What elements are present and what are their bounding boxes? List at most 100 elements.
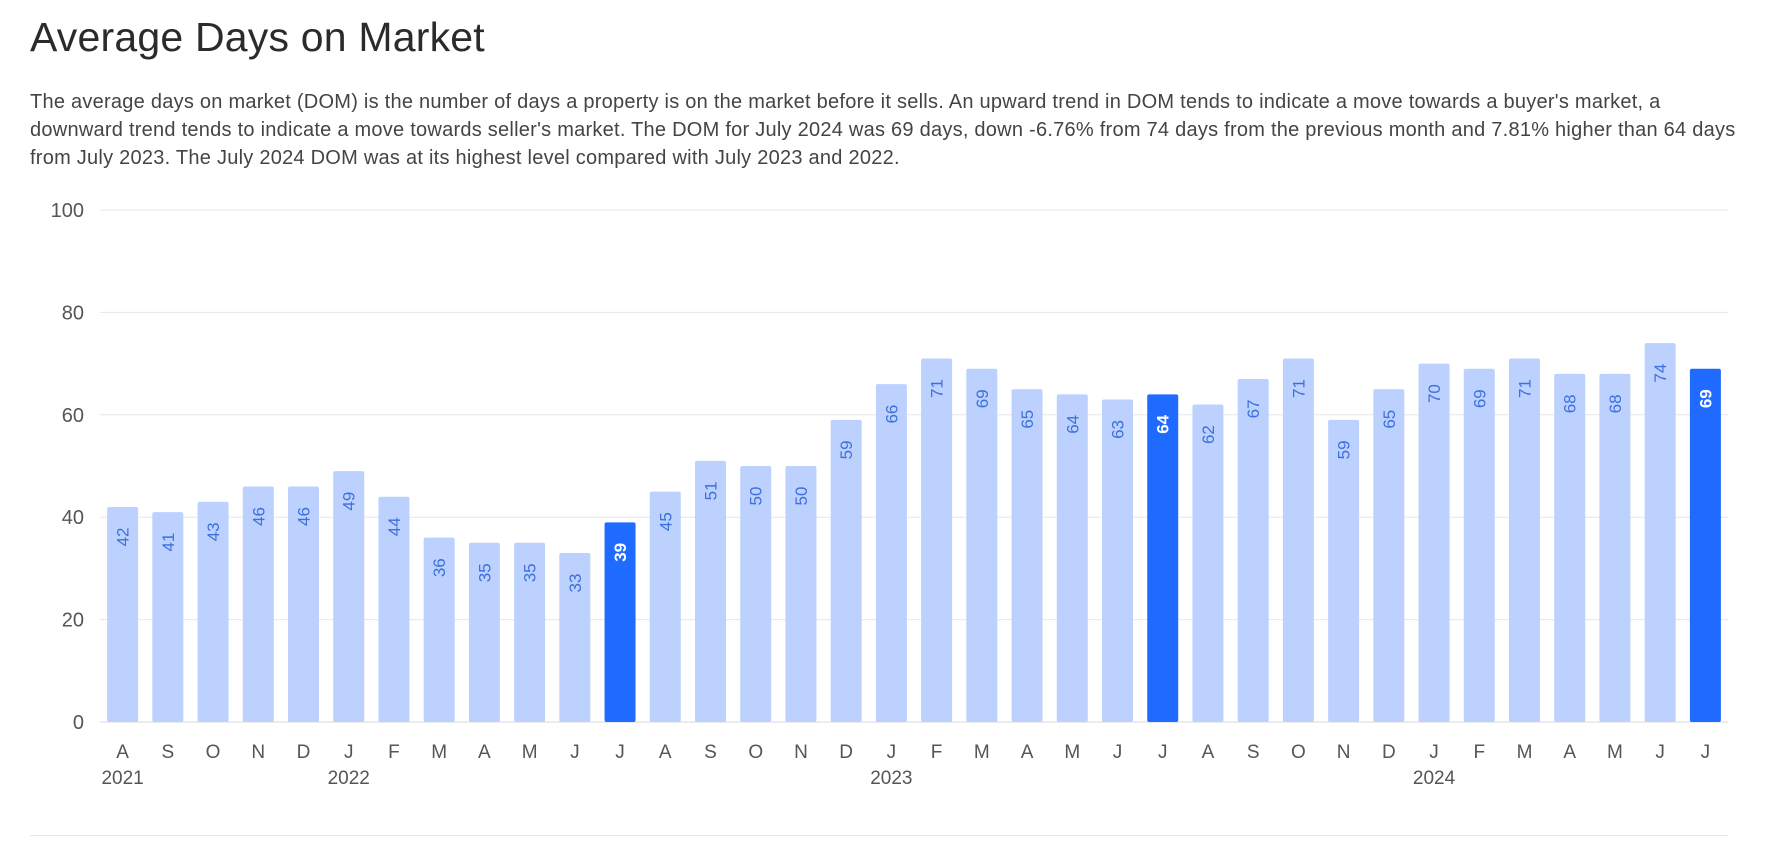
bar [1011,389,1043,722]
bar-value-label: 51 [702,481,721,500]
x-tick-month-label: J [1701,742,1711,763]
bar-value-label: 39 [611,543,630,562]
x-tick-month-label: J [887,742,897,763]
x-tick-year-label: 2022 [328,768,370,789]
x-tick-month-label: A [478,742,491,763]
x-tick-month-label: M [974,742,990,763]
bar [1373,389,1405,722]
bar-value-label: 70 [1425,384,1444,403]
bar [242,486,274,722]
bar-value-label: 71 [1289,379,1308,398]
y-tick-label: 0 [73,712,84,734]
bar [288,486,319,722]
bar-value-label: 50 [747,487,766,506]
x-axis-ticks: A S O N D J F M A M J J A S O N D J F M A M J J A S O N D J F M A M J J 2021… [101,742,1710,789]
x-tick-month-label: F [1473,742,1485,763]
bar-value-label: 49 [340,492,359,511]
bar [1599,373,1631,722]
x-tick-month-label: A [1202,742,1215,763]
x-tick-month-label: F [931,742,943,763]
bar [875,384,907,722]
bar-value-label: 35 [521,563,540,582]
bar-value-label: 59 [1335,440,1354,459]
bar-value-label: 69 [1696,389,1715,408]
y-tick-label: 100 [51,200,84,222]
gridlines [100,209,1728,723]
bars: 42 41 43 46 46 49 44 36 35 35 33 39 45 51 50 50 59 66 71 69… [107,343,1721,722]
y-tick-label: 40 [62,507,84,529]
x-tick-month-label: A [1563,742,1576,763]
x-tick-month-label: S [1247,742,1260,763]
x-tick-month-label: M [431,742,447,763]
bar-value-label: 46 [295,507,314,526]
bar-value-label: 67 [1244,399,1263,418]
x-tick-month-label: J [1655,742,1665,763]
bar-value-label: 36 [430,558,449,577]
bar-value-label: 68 [1561,394,1580,413]
x-tick-month-label: J [344,742,354,763]
bar-value-label: 63 [1109,420,1128,439]
bar [740,466,772,722]
bar-value-label: 64 [1154,414,1173,433]
x-tick-month-label: S [161,742,174,763]
bar [1192,404,1224,722]
bar [514,542,546,722]
bar [1282,358,1314,722]
bar [830,419,862,722]
bar [785,466,817,722]
x-tick-month-label: N [794,742,808,763]
bar-value-label: 62 [1199,425,1218,444]
y-tick-label: 80 [62,302,84,324]
bar [378,496,410,722]
y-tick-label: 20 [62,610,84,632]
bar-value-label: 43 [204,522,223,541]
bar [1418,363,1450,722]
bar [1644,343,1676,722]
bar-value-label: 41 [159,533,178,552]
x-tick-month-label: A [116,742,129,763]
chart-description: The average days on market (DOM) is the … [30,91,1736,169]
bar-value-label: 69 [973,389,992,408]
bar [423,537,455,722]
bar [559,553,591,722]
x-tick-month-label: O [1291,742,1306,763]
bar [921,358,953,722]
bar [1463,368,1495,722]
bar-value-label: 59 [837,440,856,459]
bar-value-label: 45 [656,512,675,531]
bar [695,460,726,722]
bar-value-label: 65 [1380,410,1399,429]
bar [1554,373,1586,722]
bar-value-label: 68 [1606,394,1625,413]
y-axis-ticks: 0 20 40 60 80 100 [51,200,84,734]
bar [649,491,681,722]
bar [1056,394,1088,722]
bar-value-label: 71 [1516,379,1535,398]
x-tick-month-label: M [1064,742,1080,763]
x-tick-month-label: A [1021,742,1034,763]
x-tick-month-label: O [206,742,221,763]
bottom-divider [30,835,1728,836]
bar [333,471,365,722]
x-tick-month-label: N [1337,742,1351,763]
y-tick-label: 60 [62,405,84,427]
bar [1689,368,1721,722]
bar-value-label: 44 [385,517,404,536]
bar [107,506,139,722]
bar-value-label: 33 [566,574,585,593]
x-tick-month-label: F [388,742,400,763]
bar-value-label: 69 [1470,389,1489,408]
bar [1147,394,1179,722]
x-tick-year-label: 2024 [1413,768,1456,789]
x-tick-month-label: A [659,742,672,763]
x-tick-month-label: D [1382,742,1396,763]
x-tick-month-label: J [1113,742,1123,763]
x-tick-month-label: M [1517,742,1533,763]
bar-value-label: 35 [475,563,494,582]
x-tick-month-label: S [704,742,717,763]
x-tick-month-label: M [1607,742,1623,763]
bar [1509,358,1540,722]
x-tick-month-label: M [522,742,538,763]
bar-value-label: 71 [928,379,947,398]
